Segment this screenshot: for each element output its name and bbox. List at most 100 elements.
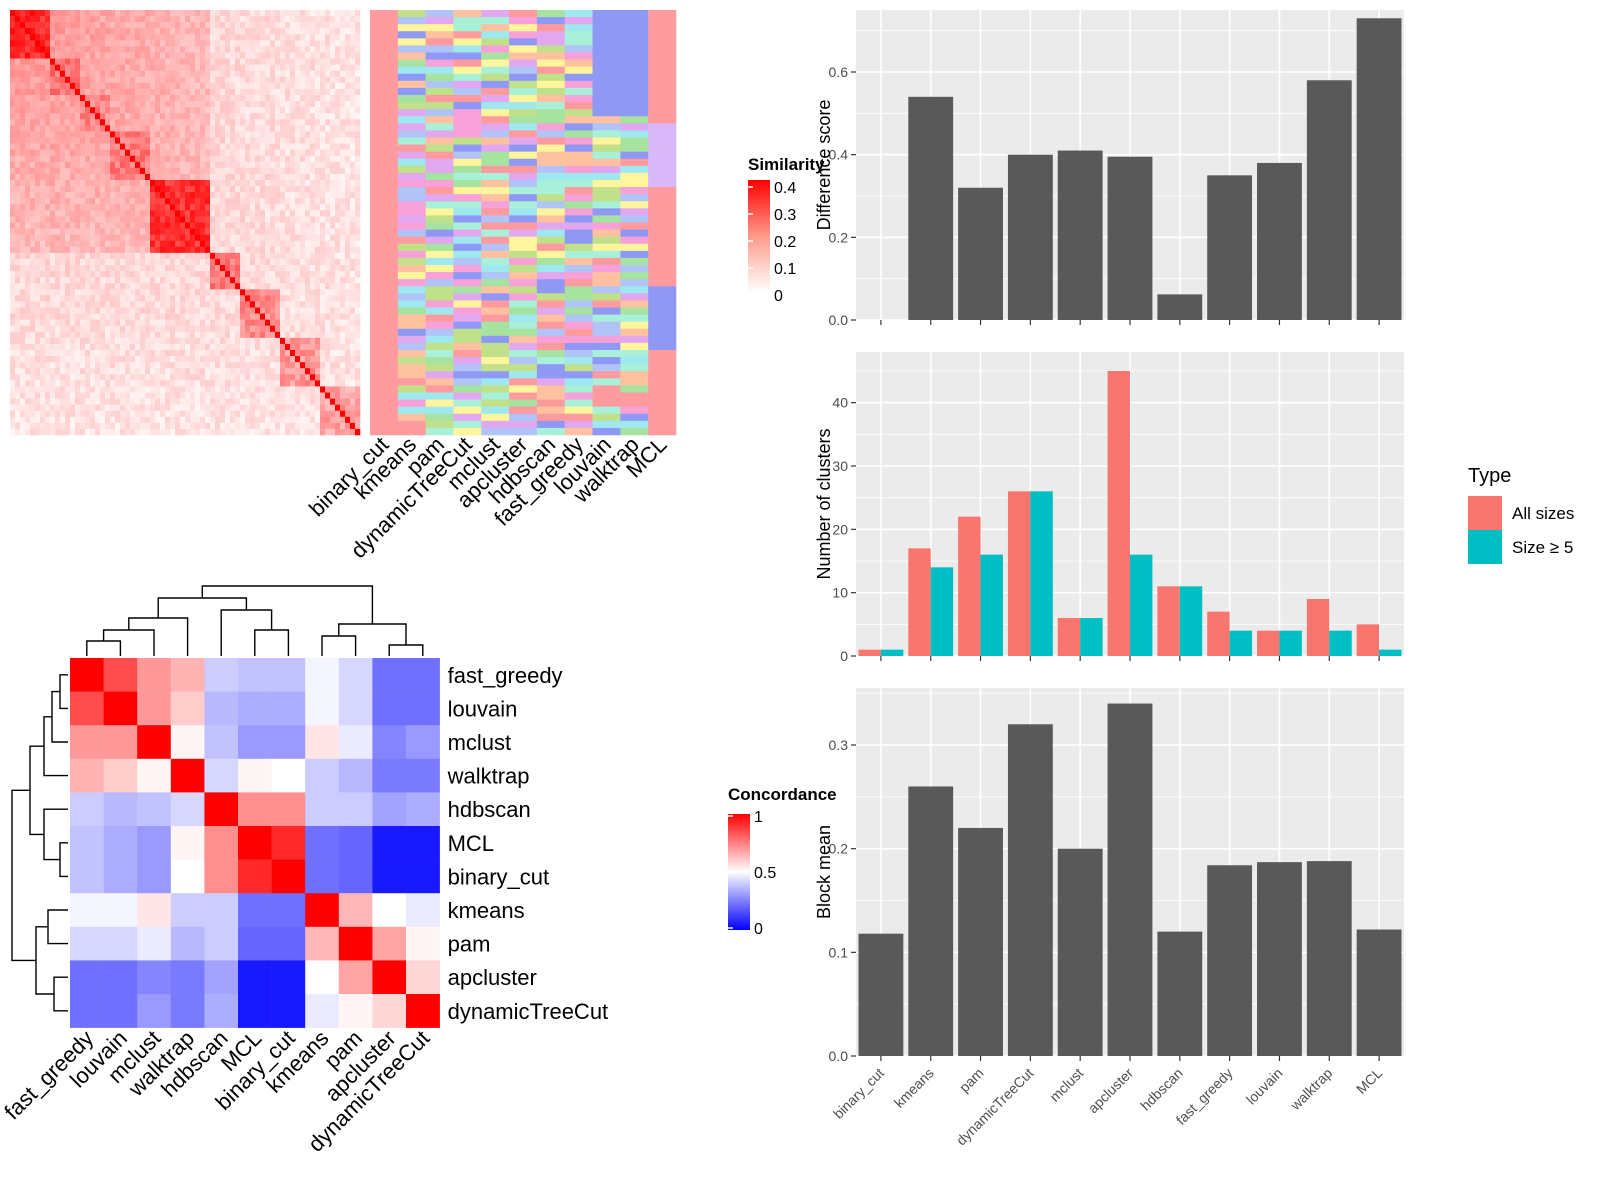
similarity-cell [275,392,281,399]
similarity-cell [295,258,301,266]
similarity-cell [155,319,161,327]
similarity-cell [25,416,31,424]
similarity-cell [180,313,186,320]
similarity-cell [320,325,326,333]
similarity-cell [60,386,66,393]
similarity-cell [325,88,331,96]
similarity-cell [115,137,121,144]
similarity-cell [230,428,236,436]
similarity-cell [185,398,191,405]
similarity-cell [145,404,151,412]
similarity-cell [95,319,101,327]
similarity-cell [320,265,326,272]
similarity-cell [235,167,241,175]
similarity-cell [230,52,236,59]
similarity-cell [110,404,116,412]
similarity-cell [140,58,146,65]
similarity-cell [170,386,176,393]
similarity-cell [280,149,286,157]
similarity-cell [10,416,16,424]
similarity-cell [330,265,336,272]
similarity-cell [30,356,36,363]
similarity-cell [115,64,121,72]
similarity-cell [245,350,251,357]
similarity-cell [320,289,326,296]
similarity-cell [145,119,151,126]
similarity-cell [240,416,246,424]
similarity-cell [240,422,246,430]
similarity-cell [160,252,166,260]
membership-cell [370,427,399,436]
similarity-cell [255,167,261,175]
similarity-cell [90,410,96,418]
similarity-cell [160,258,166,266]
similarity-cell [160,173,166,181]
similarity-cell [195,368,201,375]
similarity-cell [320,422,326,430]
similarity-cell [355,362,361,369]
membership-cell [397,102,426,110]
similarity-cell [55,331,61,339]
similarity-cell [300,161,306,169]
similarity-cell [295,82,301,90]
similarity-cell [80,76,86,84]
similarity-cell [100,155,106,163]
similarity-cell [140,76,146,84]
similarity-cell [30,204,36,211]
similarity-cell [60,271,66,278]
similarity-cell [180,95,186,102]
similarity-cell [305,88,311,96]
similarity-cell [335,319,341,327]
similarity-cell [180,380,186,387]
similarity-cell [240,289,246,296]
similarity-cell [230,125,236,132]
similarity-cell [20,416,26,424]
similarity-cell [250,271,256,278]
similarity-cell [315,422,321,430]
similarity-cell [95,356,101,363]
similarity-cell [330,95,336,102]
similarity-cell [255,70,261,78]
similarity-cell [85,58,91,65]
similarity-cell [300,295,306,302]
similarity-cell [115,131,121,138]
similarity-cell [15,246,21,254]
similarity-cell [260,107,266,114]
similarity-cell [195,301,201,308]
similarity-cell [340,70,346,78]
similarity-cell [105,410,111,418]
similarity-cell [50,374,56,381]
similarity-cell [15,34,21,41]
similarity-cell [30,271,36,278]
similarity-cell [230,307,236,314]
similarity-cell [215,107,221,114]
similarity-cell [210,410,216,418]
similarity-cell [80,283,86,290]
similarity-cell [125,398,131,405]
similarity-cell [160,331,166,339]
similarity-cell [260,222,266,229]
similarity-cell [230,192,236,199]
similarity-cell [330,64,336,72]
similarity-cell [305,119,311,126]
similarity-cell [160,295,166,302]
similarity-cell [210,392,216,399]
similarity-cell [65,28,71,35]
similarity-cell [210,131,216,138]
similarity-cell [20,88,26,96]
similarity-cell [20,289,26,296]
similarity-cell [130,337,136,345]
similarity-cell [270,240,276,248]
similarity-cell [80,34,86,41]
similarity-cell [20,404,26,412]
similarity-cell [245,265,251,272]
similarity-cell [345,64,351,72]
similarity-cell [355,416,361,424]
similarity-cell [185,356,191,363]
similarity-cell [265,198,271,205]
similarity-cell [215,82,221,90]
similarity-cell [65,161,71,169]
similarity-cell [285,161,291,169]
similarity-cell [270,34,276,41]
similarity-cell [225,52,231,59]
